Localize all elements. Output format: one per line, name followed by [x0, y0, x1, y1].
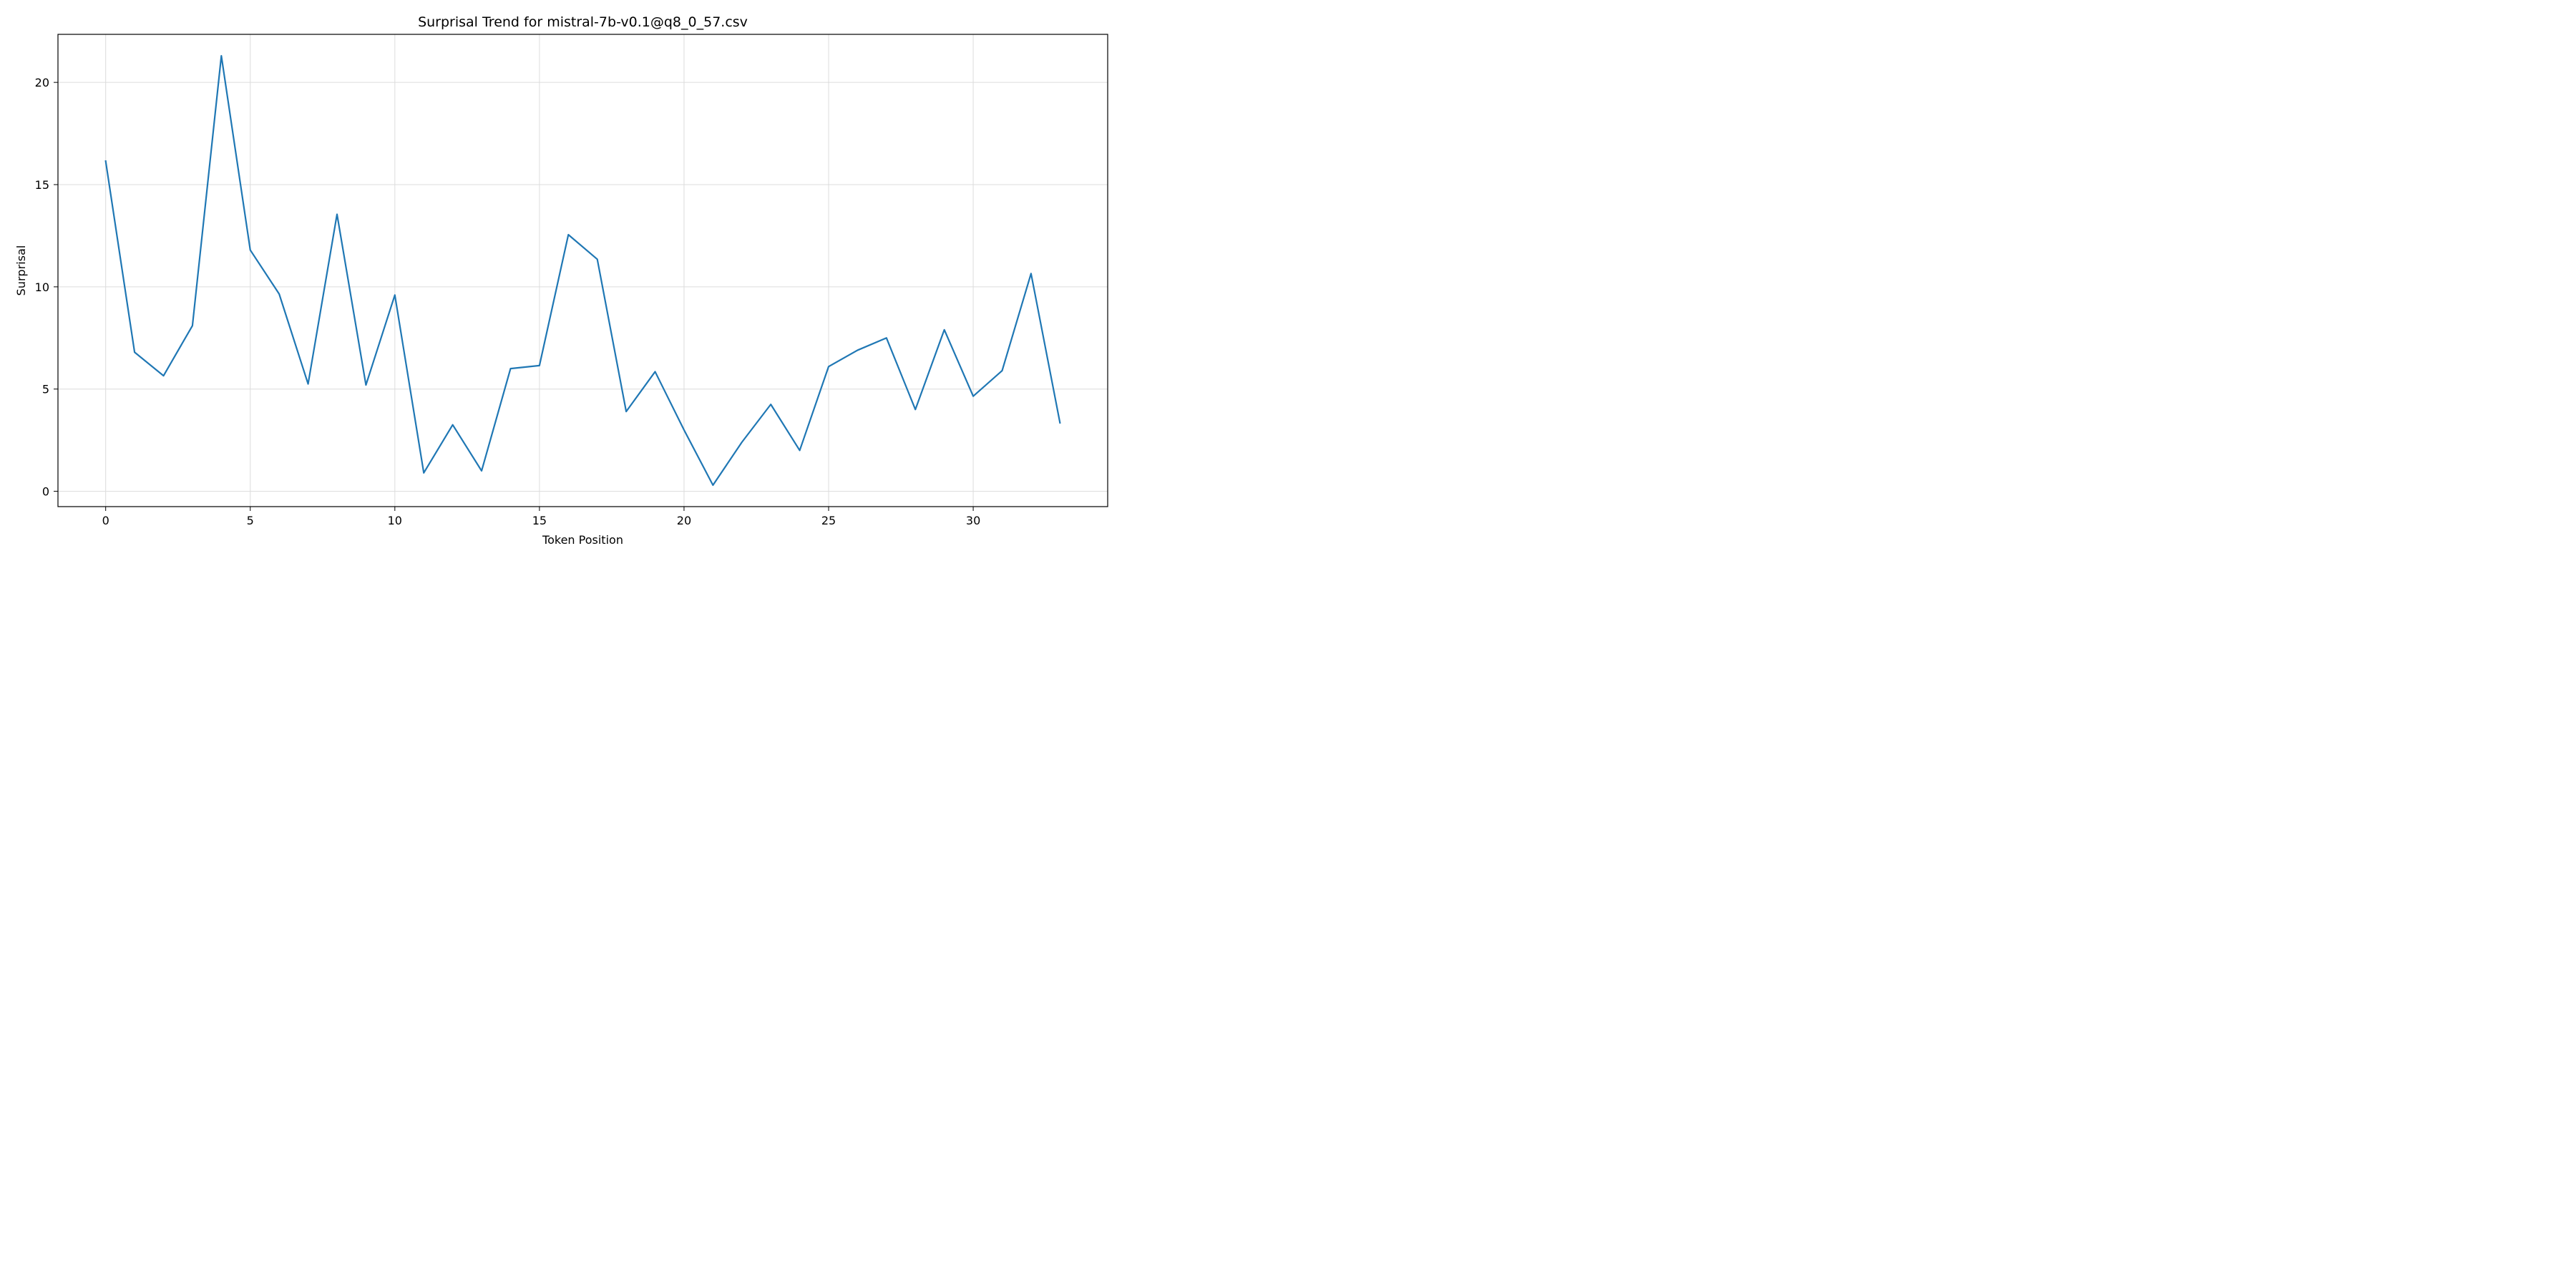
- x-axis-label: Token Position: [542, 533, 623, 547]
- grid-lines: [58, 34, 1108, 507]
- x-tick-label: 10: [388, 514, 402, 527]
- y-tick-label: 15: [35, 178, 49, 192]
- y-tick-label: 10: [35, 280, 49, 294]
- line-chart: Surprisal Trend for mistral-7b-v0.1@q8_0…: [14, 14, 1108, 547]
- x-axis-ticks: 0 5 10 15 20 25 30: [102, 507, 980, 527]
- x-tick-label: 25: [821, 514, 836, 527]
- x-tick-label: 15: [532, 514, 547, 527]
- x-tick-label: 20: [677, 514, 691, 527]
- y-axis-ticks: 0 5 10 15 20: [35, 76, 58, 499]
- y-tick-label: 20: [35, 76, 49, 89]
- plot-frame: [57, 34, 1108, 507]
- x-tick-label: 5: [247, 514, 254, 527]
- x-tick-label: 30: [966, 514, 980, 527]
- series-line-surprisal: [104, 54, 1061, 487]
- y-axis-label: Surprisal: [14, 245, 28, 296]
- x-tick-label: 0: [102, 514, 109, 527]
- y-tick-label: 0: [42, 485, 49, 499]
- y-tick-label: 5: [42, 383, 49, 396]
- chart-title: Surprisal Trend for mistral-7b-v0.1@q8_0…: [418, 14, 748, 30]
- series-layer: [104, 54, 1061, 487]
